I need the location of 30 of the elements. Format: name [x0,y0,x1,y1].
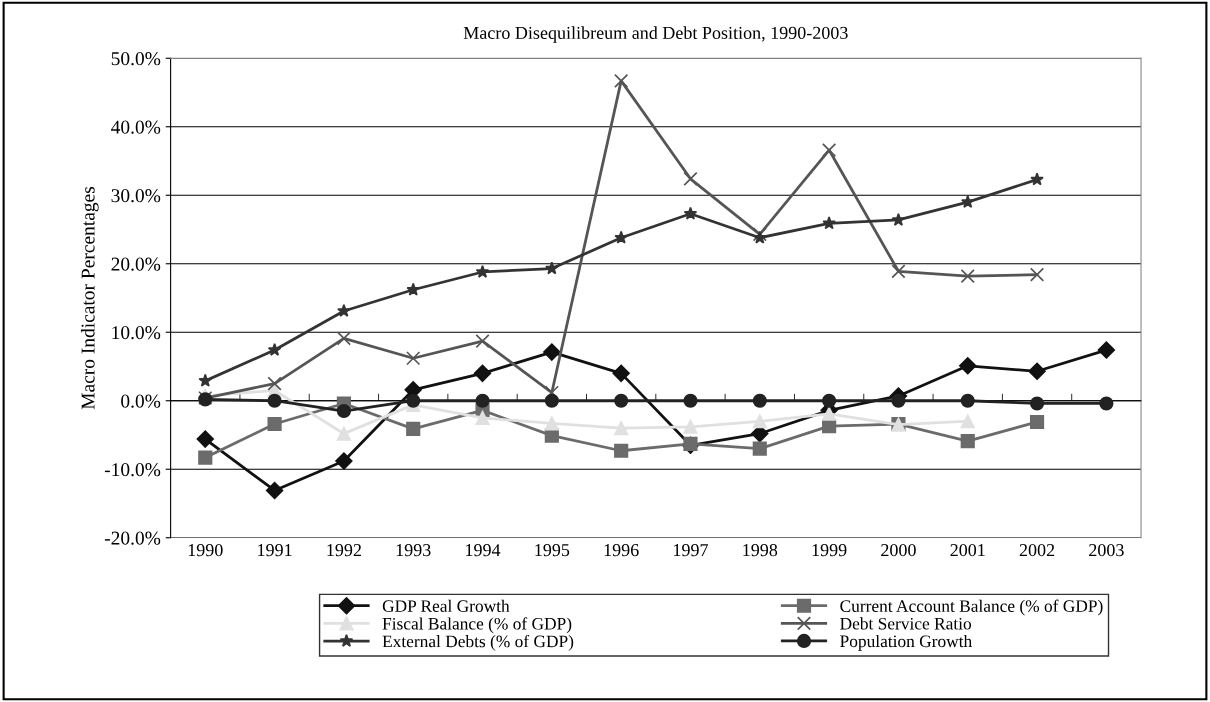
x-tick-label: 1991 [258,544,292,557]
x-tick-label: 2002 [1019,544,1055,557]
legend-label: Debt Service Ratio [840,617,972,630]
legend-label: GDP Real Growth [382,599,510,612]
y-tick-label: 10.0% [112,326,161,340]
x-tick-label: 2003 [1089,544,1124,557]
x-tick-label: 1992 [327,544,361,557]
x-tick-label: 2001 [950,544,985,557]
x-tick-label: 2000 [881,544,916,557]
y-axis-title: Macro Indicator Percentages [80,186,99,410]
y-tick-label: -20.0% [104,531,161,545]
chart-title: Macro Disequilibreum and Debt Position, 1990-2003 [463,26,848,43]
y-tick-label: 0.0% [121,394,161,408]
x-tick-label: 1995 [535,544,570,557]
x-tick-label: 1996 [604,544,639,557]
x-tick-label: 1993 [396,544,431,557]
x-tick-label: 1994 [466,544,501,557]
y-tick-label: -10.0% [104,463,161,477]
y-tick-label: 20.0% [111,257,161,271]
x-tick-label: 1998 [743,544,778,557]
x-tick-label: 1990 [188,544,223,557]
legend-label: Current Account Balance (% of GDP) [840,599,1103,616]
y-tick-label: 50.0% [111,52,161,66]
y-tick-label: 40.0% [111,120,161,134]
legend-label: External Debts (% of GDP) [382,634,574,651]
x-tick-label: 1999 [812,544,847,557]
x-tick-label: 1997 [674,544,709,557]
y-tick-label: 30.0% [111,189,161,203]
legend-label: Fiscal Balance (% of GDP) [382,617,572,634]
legend-label: Population Growth [840,634,972,651]
